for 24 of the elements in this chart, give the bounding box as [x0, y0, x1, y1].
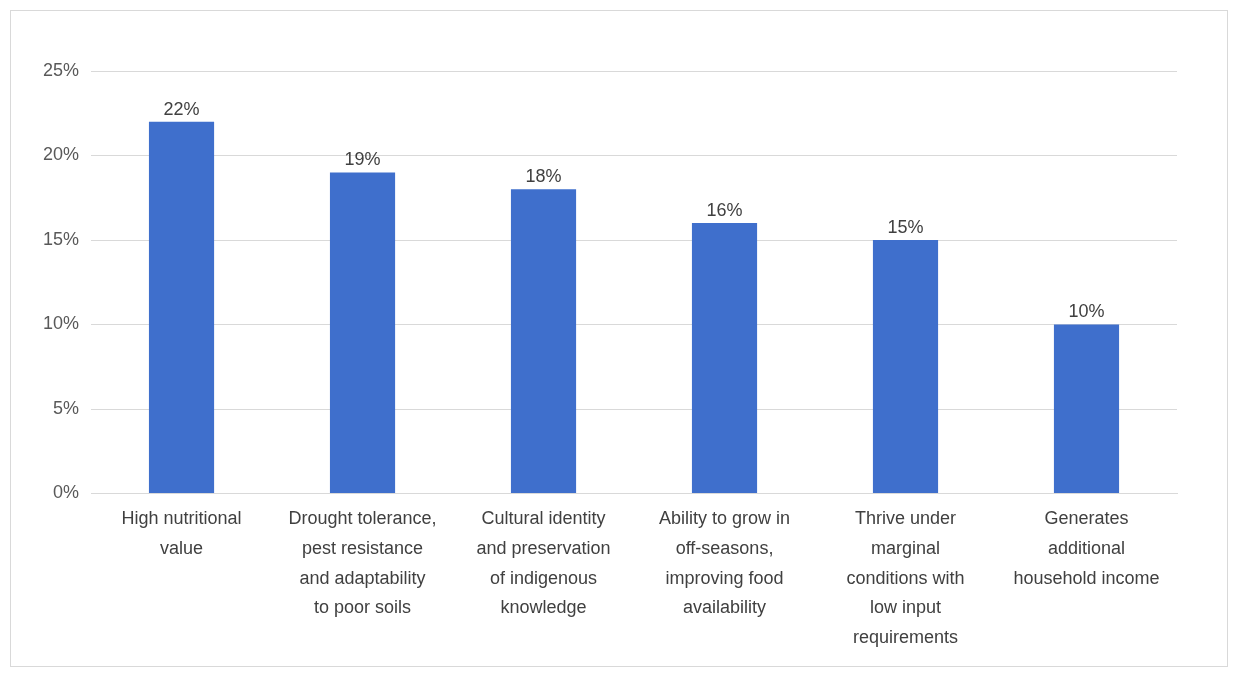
y-tick-label: 15% — [43, 228, 80, 249]
data-label: 19% — [344, 149, 381, 170]
bar — [510, 189, 577, 493]
bar — [148, 121, 215, 493]
x-tick-label: High nutritional value — [121, 508, 242, 559]
data-label: 10% — [1068, 301, 1105, 322]
x-tick-label: Generates additional household income — [1013, 508, 1160, 588]
x-tick-label: Thrive under marginal conditions with low input requirements — [846, 508, 965, 648]
data-label: 15% — [887, 216, 924, 237]
y-tick-label: 0% — [53, 482, 80, 503]
data-label: 18% — [525, 166, 562, 187]
data-label: 16% — [706, 200, 743, 221]
x-tick-label: Ability to grow in off-seasons, improving food availability — [658, 508, 791, 618]
y-tick-label: 5% — [53, 397, 80, 418]
y-tick-label: 25% — [43, 59, 80, 80]
bar — [329, 172, 396, 493]
bar — [872, 240, 939, 493]
bar — [1053, 324, 1120, 493]
x-tick-label: Drought tolerance, pest resistance and adaptability to poor soils — [288, 508, 437, 618]
data-label: 22% — [163, 98, 200, 119]
y-tick-label: 20% — [43, 144, 80, 165]
bar — [691, 223, 758, 493]
y-tick-label: 10% — [43, 313, 80, 334]
x-tick-label: Cultural identity and preservation of indigenous knowledge — [476, 508, 611, 618]
